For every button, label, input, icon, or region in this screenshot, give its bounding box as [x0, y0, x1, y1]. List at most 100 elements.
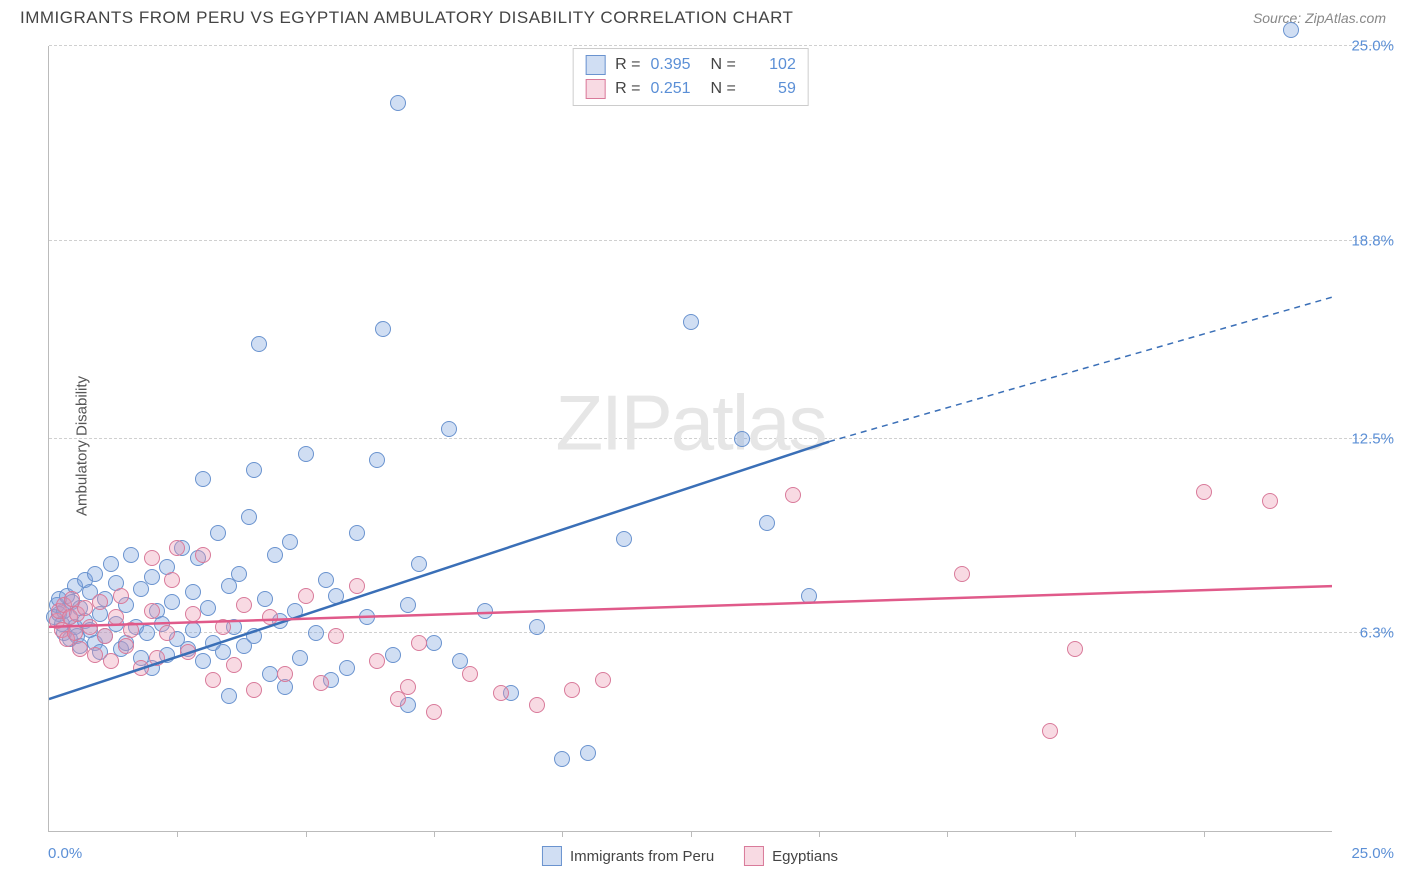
scatter-point-egypt [426, 704, 442, 720]
scatter-point-peru [349, 525, 365, 541]
scatter-point-peru [221, 688, 237, 704]
n-label: N = [711, 56, 736, 74]
scatter-point-egypt [1067, 641, 1083, 657]
y-tick-label: 6.3% [1360, 625, 1394, 642]
scatter-point-peru [257, 591, 273, 607]
scatter-point-peru [580, 745, 596, 761]
x-tick [562, 831, 563, 837]
scatter-point-peru [369, 452, 385, 468]
scatter-point-peru [241, 509, 257, 525]
scatter-point-peru [318, 572, 334, 588]
source-label: Source: ZipAtlas.com [1253, 10, 1386, 26]
scatter-point-egypt [108, 609, 124, 625]
chart-area: ZIPatlas R =0.395N =102R =0.251N =59 6.3… [48, 46, 1332, 832]
x-tick [1204, 831, 1205, 837]
n-value: 102 [746, 56, 796, 74]
scatter-point-peru [426, 635, 442, 651]
scatter-point-peru [144, 569, 160, 585]
scatter-point-peru [195, 653, 211, 669]
scatter-point-egypt [1262, 493, 1278, 509]
scatter-point-egypt [82, 619, 98, 635]
legend-series: Immigrants from PeruEgyptians [542, 846, 838, 866]
scatter-point-peru [195, 471, 211, 487]
x-axis-min-label: 0.0% [48, 845, 82, 862]
scatter-point-egypt [159, 625, 175, 641]
legend-label: Immigrants from Peru [570, 848, 714, 865]
scatter-point-peru [200, 600, 216, 616]
chart-title: IMMIGRANTS FROM PERU VS EGYPTIAN AMBULAT… [20, 8, 793, 28]
y-tick-label: 12.5% [1351, 430, 1394, 447]
x-tick [177, 831, 178, 837]
scatter-point-egypt [113, 588, 129, 604]
scatter-point-egypt [72, 641, 88, 657]
scatter-point-peru [385, 647, 401, 663]
scatter-point-peru [87, 566, 103, 582]
gridline [49, 438, 1392, 439]
x-tick [947, 831, 948, 837]
n-label: N = [711, 80, 736, 98]
r-label: R = [615, 80, 640, 98]
scatter-point-egypt [133, 660, 149, 676]
x-tick [1075, 831, 1076, 837]
scatter-point-egypt [1196, 484, 1212, 500]
scatter-point-egypt [785, 487, 801, 503]
gridline [49, 45, 1392, 46]
scatter-point-egypt [529, 697, 545, 713]
scatter-point-egypt [185, 606, 201, 622]
swatch-egypt [744, 846, 764, 866]
scatter-point-peru [267, 547, 283, 563]
scatter-point-egypt [92, 594, 108, 610]
scatter-point-peru [308, 625, 324, 641]
scatter-point-peru [103, 556, 119, 572]
scatter-point-peru [262, 666, 278, 682]
legend-stats: R =0.395N =102R =0.251N =59 [572, 48, 809, 106]
scatter-point-egypt [97, 628, 113, 644]
scatter-point-peru [185, 584, 201, 600]
gridline [49, 240, 1392, 241]
scatter-point-egypt [277, 666, 293, 682]
scatter-point-egypt [103, 653, 119, 669]
scatter-point-peru [164, 594, 180, 610]
legend-stat-row-egypt: R =0.251N =59 [585, 77, 796, 101]
scatter-point-egypt [123, 622, 139, 638]
scatter-point-egypt [564, 682, 580, 698]
r-value: 0.251 [651, 80, 701, 98]
scatter-point-egypt [328, 628, 344, 644]
y-tick-label: 18.8% [1351, 232, 1394, 249]
scatter-point-peru [231, 566, 247, 582]
scatter-point-egypt [411, 635, 427, 651]
legend-item-peru: Immigrants from Peru [542, 846, 714, 866]
x-tick [819, 831, 820, 837]
r-label: R = [615, 56, 640, 74]
scatter-point-peru [298, 446, 314, 462]
scatter-point-egypt [493, 685, 509, 701]
scatter-point-peru [801, 588, 817, 604]
scatter-point-peru [251, 336, 267, 352]
scatter-point-egypt [144, 603, 160, 619]
y-tick-label: 25.0% [1351, 38, 1394, 55]
scatter-point-egypt [349, 578, 365, 594]
scatter-point-egypt [236, 597, 252, 613]
scatter-point-peru [477, 603, 493, 619]
scatter-point-peru [246, 462, 262, 478]
legend-stat-row-peru: R =0.395N =102 [585, 53, 796, 77]
scatter-point-peru [123, 547, 139, 563]
scatter-point-peru [759, 515, 775, 531]
scatter-point-peru [375, 321, 391, 337]
scatter-point-egypt [215, 619, 231, 635]
scatter-point-peru [287, 603, 303, 619]
scatter-point-egypt [313, 675, 329, 691]
scatter-point-peru [616, 531, 632, 547]
swatch-egypt [585, 79, 605, 99]
scatter-point-egypt [226, 657, 242, 673]
scatter-point-peru [292, 650, 308, 666]
x-tick [434, 831, 435, 837]
scatter-point-peru [411, 556, 427, 572]
scatter-point-peru [400, 597, 416, 613]
plot-region: ZIPatlas R =0.395N =102R =0.251N =59 6.3… [48, 46, 1332, 832]
trend-line-dashed-peru [829, 297, 1332, 441]
scatter-point-peru [554, 751, 570, 767]
x-axis-max-label: 25.0% [1351, 845, 1394, 862]
scatter-point-egypt [369, 653, 385, 669]
scatter-point-peru [282, 534, 298, 550]
